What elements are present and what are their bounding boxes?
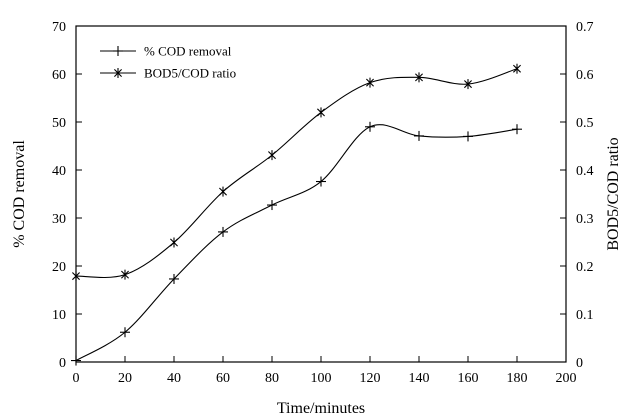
x-tick-label: 0 — [73, 371, 80, 386]
cod-removal-point — [414, 130, 424, 141]
series-layer — [71, 63, 522, 366]
x-tick-label: 200 — [556, 371, 577, 386]
legend-bod5-cod-ratio-label: BOD5/COD ratio — [144, 66, 236, 81]
x-tick-label: 100 — [311, 371, 332, 386]
left-y-tick-label: 50 — [52, 116, 66, 131]
x-tick-label: 120 — [360, 371, 381, 386]
left-y-axis-title: % COD removal — [11, 140, 28, 248]
bod5-cod-ratio-point — [268, 150, 276, 161]
legend-bod5-cod-ratio-marker — [114, 68, 122, 78]
bod5-cod-ratio-point — [464, 79, 472, 90]
left-y-tick-label: 70 — [52, 20, 66, 35]
bod5-cod-ratio-point — [219, 186, 227, 197]
bod5-cod-ratio-point — [513, 63, 521, 74]
right-y-tick-label: 0.4 — [576, 164, 594, 179]
right-y-tick-label: 0.5 — [576, 116, 594, 131]
bod5-cod-ratio-point — [415, 72, 423, 83]
left-y-tick-label: 20 — [52, 260, 66, 275]
x-axis: 0 20 40 60 80 100 120 140 160 180 200 — [73, 356, 577, 386]
right-y-tick-label: 0.2 — [576, 260, 594, 275]
left-y-tick-label: 40 — [52, 164, 66, 179]
x-tick-label: 140 — [409, 371, 430, 386]
bod5-cod-ratio-point — [72, 271, 80, 282]
legend-cod-removal-label: % COD removal — [144, 44, 232, 59]
x-tick-label: 160 — [458, 371, 479, 386]
bod5-cod-ratio-point — [121, 269, 129, 280]
right-y-tick-label: 0.7 — [576, 20, 594, 35]
left-y-tick-label: 30 — [52, 212, 66, 227]
right-y-tick-label: 0 — [576, 356, 583, 371]
bod5-cod-ratio-line — [75, 68, 518, 279]
left-y-axis: 0 10 20 30 40 50 60 70 — [52, 20, 82, 371]
right-y-tick-label: 0.1 — [576, 308, 594, 323]
left-y-tick-label: 0 — [59, 356, 66, 371]
right-y-axis-title: BOD5/COD ratio — [605, 137, 622, 250]
cod-removal-point — [218, 226, 228, 237]
right-y-tick-label: 0.3 — [576, 212, 594, 227]
bod5-cod-ratio-point — [170, 237, 178, 248]
cod-removal-point — [71, 355, 81, 366]
x-tick-label: 20 — [118, 371, 132, 386]
x-tick-label: 180 — [507, 371, 528, 386]
cod-removal-point — [512, 124, 522, 135]
cod-removal-point — [120, 327, 130, 338]
cod-removal-point — [463, 131, 473, 142]
legend-cod-removal-marker — [113, 46, 123, 56]
right-y-axis: 0 0.1 0.2 0.3 0.4 0.5 0.6 0.7 — [560, 20, 594, 371]
cod-removal-point — [316, 176, 326, 187]
x-tick-label: 60 — [216, 371, 230, 386]
legend: % COD removal BOD5/COD ratio — [100, 44, 236, 81]
cod-removal-line — [75, 124, 518, 362]
cod-removal-point — [365, 121, 375, 132]
bod5-cod-ratio-point — [317, 107, 325, 118]
x-tick-label: 40 — [167, 371, 181, 386]
bod5-cod-ratio-point — [366, 77, 374, 88]
x-axis-title: Time/minutes — [277, 400, 365, 417]
cod-removal-point — [267, 200, 277, 211]
x-tick-label: 80 — [265, 371, 279, 386]
left-y-tick-label: 60 — [52, 68, 66, 83]
left-y-tick-label: 10 — [52, 308, 66, 323]
cod-removal-point — [169, 273, 179, 284]
right-y-tick-label: 0.6 — [576, 68, 594, 83]
